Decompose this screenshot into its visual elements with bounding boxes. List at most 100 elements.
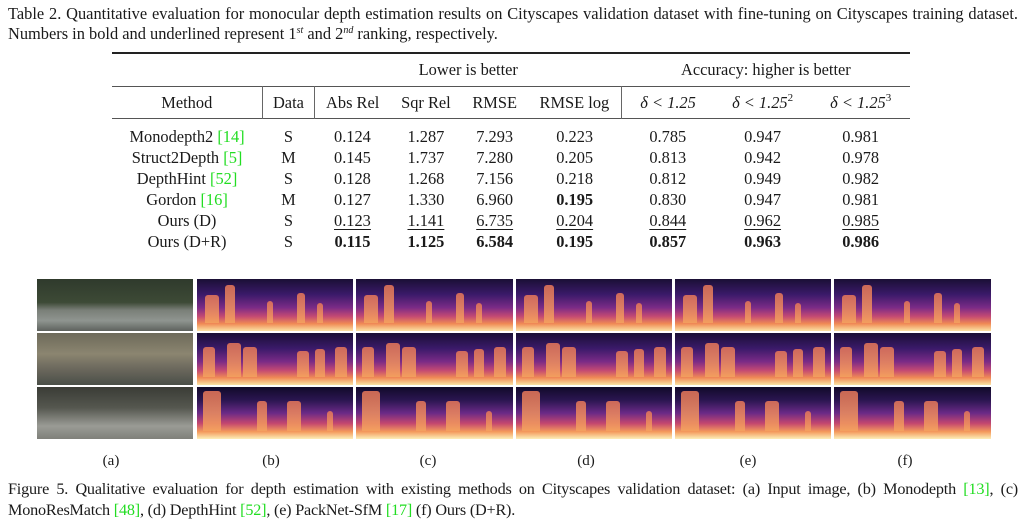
citation-link[interactable]: [14]	[217, 126, 245, 146]
depth-object	[616, 293, 624, 323]
depth-object	[934, 293, 942, 323]
table-caption-text-mid: and 2	[303, 24, 344, 43]
depth-object	[880, 347, 894, 377]
table-caption-text: Table 2. Quantitative evaluation for mon…	[8, 4, 1018, 43]
depth-map-row-1	[834, 279, 991, 331]
table-body: Monodepth2 [14] S 0.124 1.287 7.293 0.223 0.78…	[112, 119, 910, 253]
cell-d3: 0.985	[811, 210, 910, 231]
table-caption: Table 2. Quantitative evaluation for mon…	[8, 4, 1018, 44]
depth-object	[934, 351, 946, 377]
cell-method: DepthHint [52]	[112, 168, 262, 189]
metric-value: 0.123	[334, 210, 371, 230]
cell-d1: 0.830	[622, 189, 714, 210]
col-rmse: RMSE	[472, 92, 517, 112]
cell-rmse-log: 0.195	[528, 189, 622, 210]
depth-object	[616, 351, 628, 377]
cell-data: S	[283, 126, 294, 146]
cell-d2: 0.942	[714, 147, 812, 168]
depth-object	[864, 343, 878, 377]
depth-object	[805, 411, 811, 431]
panel-label-e: (e)	[739, 453, 757, 469]
metric-value: 0.223	[556, 126, 594, 146]
cell-d1: 0.812	[622, 168, 714, 189]
depth-object	[335, 347, 347, 377]
depth-object	[546, 343, 560, 377]
col-sqr-rel: Sqr Rel	[401, 92, 451, 112]
depth-object	[703, 285, 713, 323]
figure-caption: Figure 5. Qualitative evaluation for dep…	[8, 479, 1018, 521]
input-image-row-1	[37, 279, 193, 331]
citation-link[interactable]: [13]	[963, 480, 990, 498]
depth-object	[327, 411, 333, 431]
depth-object	[775, 351, 787, 377]
depth-object	[384, 285, 394, 323]
citation-link[interactable]: [48]	[113, 501, 140, 519]
metric-value: 0.985	[842, 210, 880, 230]
col-delta3-exp: 3	[885, 91, 892, 104]
depth-map-row-1	[675, 279, 831, 331]
citation-link[interactable]: [52]	[240, 501, 267, 519]
figure-caption-text: , (d) DepthHint	[139, 501, 241, 519]
cell-rmse-log: 0.204	[528, 210, 622, 231]
metric-value: 0.982	[842, 168, 880, 188]
citation-link[interactable]: [52]	[210, 168, 238, 188]
cell-abs-rel: 0.145	[315, 147, 390, 168]
metric-value: 7.293	[476, 126, 514, 146]
cell-rmse: 6.584	[462, 231, 528, 252]
method-name: Monodepth2	[129, 126, 218, 146]
cell-d3: 0.982	[811, 168, 910, 189]
group-header-row: Lower is better Accuracy: higher is bett…	[112, 53, 910, 87]
panel-label-c: (c)	[419, 453, 437, 469]
depth-map-row-2	[356, 333, 513, 385]
depth-object	[721, 347, 735, 377]
citation-link[interactable]: [17]	[385, 501, 413, 519]
depth-object	[924, 401, 938, 431]
metric-value: 1.287	[407, 126, 445, 146]
depth-object	[586, 301, 592, 323]
cell-data: S	[283, 210, 294, 230]
metric-value: 0.204	[556, 210, 594, 230]
cell-d2: 0.963	[714, 231, 812, 252]
depth-object	[203, 391, 221, 431]
figure-panel-monodepth	[197, 279, 353, 439]
group-header-empty	[112, 53, 315, 87]
depth-object	[297, 293, 305, 323]
depth-object	[964, 411, 970, 431]
cell-d3: 0.981	[811, 119, 910, 148]
depth-object	[315, 349, 325, 377]
citation-link[interactable]: [16]	[200, 189, 228, 209]
cell-rmse: 6.735	[462, 210, 528, 231]
cell-d1: 0.857	[622, 231, 714, 252]
depth-object	[257, 401, 267, 431]
depth-object	[227, 343, 241, 377]
depth-object	[954, 303, 960, 323]
metric-value: 1.125	[407, 231, 445, 251]
depth-object	[416, 401, 426, 431]
depth-object	[683, 295, 697, 323]
cell-sqr-rel: 1.287	[390, 119, 462, 148]
depth-object	[476, 303, 482, 323]
cell-data: M	[281, 147, 296, 167]
metric-value: 0.962	[744, 210, 782, 230]
cell-rmse: 7.280	[462, 147, 528, 168]
cell-sqr-rel: 1.737	[390, 147, 462, 168]
group-header-lower: Lower is better	[418, 60, 518, 79]
metric-value: 0.949	[744, 168, 782, 188]
citation-link[interactable]: [5]	[223, 147, 243, 167]
col-rmse-log: RMSE log	[539, 92, 610, 112]
depth-object	[576, 401, 586, 431]
depth-map-row-2	[834, 333, 991, 385]
depth-object	[456, 293, 464, 323]
metric-value: 0.947	[744, 189, 782, 209]
metric-value: 0.145	[334, 147, 371, 167]
metric-value: 0.218	[556, 168, 594, 188]
depth-object	[402, 347, 416, 377]
cell-method: Monodepth2 [14]	[112, 119, 262, 148]
table-row: Ours (D) S 0.123 1.141 6.735 0.204 0.844 0.962 0…	[112, 210, 910, 231]
depth-object	[446, 401, 460, 431]
depth-map-row-1	[197, 279, 353, 331]
depth-object	[522, 391, 540, 431]
figure-panel-input-image	[37, 279, 193, 439]
metric-value: 0.830	[649, 189, 687, 209]
cell-d2: 0.947	[714, 189, 812, 210]
